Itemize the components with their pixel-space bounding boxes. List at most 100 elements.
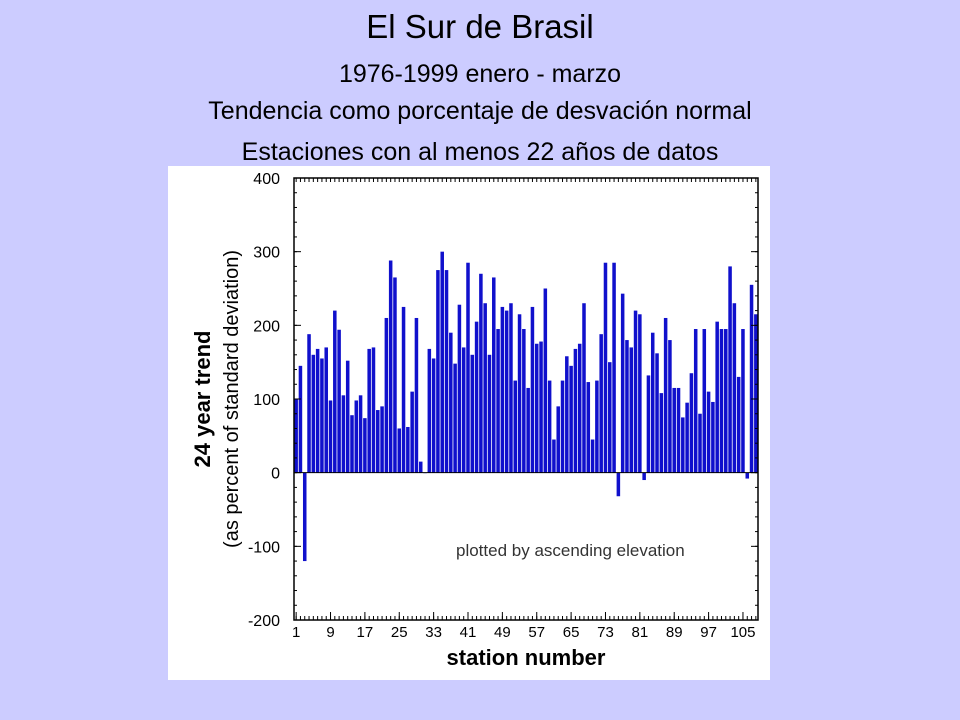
x-tick-label: 65 <box>563 624 580 641</box>
bar-station-72 <box>599 334 603 473</box>
bars-group <box>294 251 758 562</box>
bar-station-86 <box>659 393 664 473</box>
x-tick-label: 9 <box>326 624 334 641</box>
bar-station-2 <box>298 365 303 473</box>
bar-station-68 <box>582 303 586 473</box>
bar-station-95 <box>698 413 702 473</box>
chart-panel: 400 300 200 100 0 -100 -200 1 9 17 25 33 41 49 57 65 73… <box>168 166 770 680</box>
bar-station-99 <box>715 321 719 473</box>
chart-annotation: plotted by ascending elevation <box>456 541 685 560</box>
bar-station-75 <box>612 262 616 473</box>
bar-station-54 <box>522 329 526 473</box>
x-tick-label: 17 <box>357 624 374 641</box>
bar-station-20 <box>376 410 380 473</box>
bar-station-18 <box>367 348 371 473</box>
bar-station-17 <box>363 418 367 473</box>
x-tick-label: 73 <box>597 624 614 641</box>
bar-station-52 <box>513 380 518 473</box>
bar-station-56 <box>530 306 535 473</box>
bar-station-66 <box>573 348 578 473</box>
bar-station-81 <box>638 314 642 473</box>
slide-title: El Sur de Brasil <box>366 8 594 45</box>
bar-station-55 <box>526 387 530 473</box>
bar-station-78 <box>625 340 629 473</box>
bar-station-102 <box>728 266 732 473</box>
bar-station-15 <box>354 400 359 473</box>
x-tick-label: 41 <box>460 624 477 641</box>
bar-station-100 <box>719 329 724 473</box>
bar-station-32 <box>427 348 432 473</box>
bar-station-80 <box>633 310 638 473</box>
bar-station-19 <box>371 347 376 473</box>
bar-station-8 <box>324 347 328 473</box>
bar-station-49 <box>500 306 505 473</box>
bar-station-88 <box>668 340 672 473</box>
y-axis-label-sub: (as percent of standard deviation) <box>221 250 243 548</box>
bar-station-82 <box>642 472 646 481</box>
y-tick-label: 400 <box>253 171 280 188</box>
bar-station-16 <box>358 395 363 473</box>
bar-station-58 <box>539 341 543 473</box>
x-tick-label: 49 <box>494 624 511 641</box>
bar-station-9 <box>328 400 333 473</box>
bar-station-104 <box>736 376 741 473</box>
bar-station-63 <box>560 380 565 473</box>
bar-station-73 <box>603 262 608 473</box>
x-tick-label: 89 <box>666 624 683 641</box>
x-tick-label: 81 <box>632 624 649 641</box>
bar-station-41 <box>466 262 470 473</box>
bar-station-59 <box>543 288 548 473</box>
x-tick-label: 97 <box>700 624 717 641</box>
x-tick-label: 57 <box>528 624 545 641</box>
y-axis-ticks: 400 300 200 100 0 -100 -200 <box>248 171 758 630</box>
y-tick-label: -200 <box>248 613 280 630</box>
bar-station-34 <box>436 270 440 473</box>
bar-station-90 <box>676 387 681 473</box>
bar-station-23 <box>388 260 393 473</box>
y-tick-label: 300 <box>253 245 280 262</box>
bar-station-101 <box>724 329 728 473</box>
bar-station-29 <box>414 317 419 473</box>
bar-station-38 <box>453 363 457 473</box>
bar-station-43 <box>474 321 479 473</box>
bar-station-4 <box>307 334 311 473</box>
bar-station-64 <box>565 356 569 473</box>
minor-ticks <box>294 177 758 621</box>
bar-station-22 <box>384 317 389 473</box>
bar-station-94 <box>693 329 698 473</box>
y-tick-label: 100 <box>253 392 280 409</box>
bar-station-91 <box>681 417 685 473</box>
bar-station-60 <box>547 380 552 473</box>
bar-station-98 <box>711 401 715 473</box>
bar-station-89 <box>672 387 676 473</box>
bar-station-51 <box>509 303 513 473</box>
bar-station-83 <box>646 375 651 473</box>
bar-station-46 <box>487 354 492 473</box>
bar-station-106 <box>745 472 750 479</box>
y-axis-label-main: 24 year trend <box>190 331 215 468</box>
bar-station-76 <box>616 472 621 497</box>
bar-station-62 <box>556 406 560 473</box>
bar-station-11 <box>337 329 341 473</box>
bar-station-77 <box>620 293 625 473</box>
y-tick-label: 200 <box>253 318 280 335</box>
bar-station-85 <box>655 353 659 473</box>
bar-station-96 <box>702 329 707 473</box>
bar-station-74 <box>608 362 612 473</box>
bar-station-30 <box>418 461 423 473</box>
bar-station-40 <box>461 347 466 473</box>
bar-station-105 <box>741 329 745 473</box>
slide-subtitle-criteria: Estaciones con al menos 22 años de datos <box>241 138 719 166</box>
bar-station-50 <box>504 310 509 473</box>
bar-station-48 <box>496 329 500 473</box>
bar-station-21 <box>380 406 384 473</box>
bar-station-108 <box>754 314 758 473</box>
bar-station-14 <box>350 415 354 473</box>
bar-station-53 <box>517 314 522 473</box>
slide-subtitle-period: 1976-1999 enero - marzo <box>338 60 622 88</box>
x-axis-label: station number <box>447 645 606 670</box>
bar-station-84 <box>650 332 655 473</box>
bar-station-92 <box>685 402 689 473</box>
bar-station-37 <box>449 332 453 473</box>
x-tick-label: 25 <box>391 624 408 641</box>
